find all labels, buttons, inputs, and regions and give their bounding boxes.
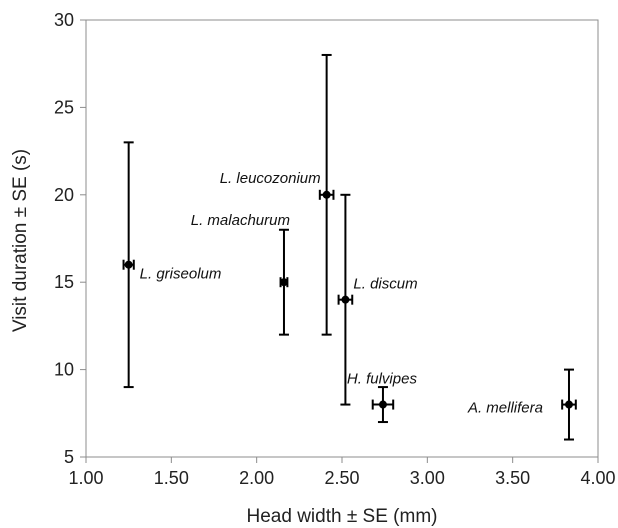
point-label: L. malachurum <box>191 212 290 229</box>
data-point: L. griseolum <box>122 141 222 389</box>
point-marker <box>322 190 331 199</box>
x-axis-title: Head width ± SE (mm) <box>247 506 438 527</box>
y-axis-title: Visit duration ± SE (s) <box>10 149 31 332</box>
point-marker <box>378 400 387 409</box>
data-points: L. griseolum L. malachurum L. leucozonium L… <box>122 53 577 441</box>
point-marker <box>341 295 350 304</box>
x-tick-label: 3.50 <box>495 468 530 488</box>
x-tick-label: 3.00 <box>410 468 445 488</box>
y-tick-label: 25 <box>54 97 74 117</box>
y-tick-label: 20 <box>54 185 74 205</box>
point-marker <box>279 278 288 287</box>
point-label: A. mellifera <box>467 400 543 417</box>
plot-area <box>85 19 599 458</box>
data-point: L. leucozonium <box>220 53 335 336</box>
y-tick-label: 10 <box>54 360 74 380</box>
point-marker <box>124 260 133 269</box>
x-tick-label: 1.50 <box>154 468 189 488</box>
point-label: L. leucozonium <box>220 170 321 187</box>
x-axis-ticks: 1.00 1.50 2.00 2.50 3.00 3.50 4.00 <box>68 457 616 488</box>
x-tick-label: 1.00 <box>68 468 103 488</box>
point-label: H. fulvipes <box>347 371 418 388</box>
point-label: L. griseolum <box>140 266 222 283</box>
point-marker <box>564 400 573 409</box>
data-point: L. malachurum <box>191 212 290 336</box>
y-axis-ticks: 5 10 15 20 25 30 <box>54 10 86 467</box>
y-tick-label: 30 <box>54 10 74 30</box>
point-label: L. discum <box>353 276 417 293</box>
x-tick-label: 4.00 <box>580 468 615 488</box>
x-tick-label: 2.00 <box>239 468 274 488</box>
data-point: A. mellifera <box>467 368 577 441</box>
y-tick-label: 15 <box>54 272 74 292</box>
data-point: H. fulvipes <box>347 371 418 424</box>
data-point: L. discum <box>337 193 418 406</box>
y-tick-label: 5 <box>64 447 74 467</box>
x-tick-label: 2.50 <box>324 468 359 488</box>
